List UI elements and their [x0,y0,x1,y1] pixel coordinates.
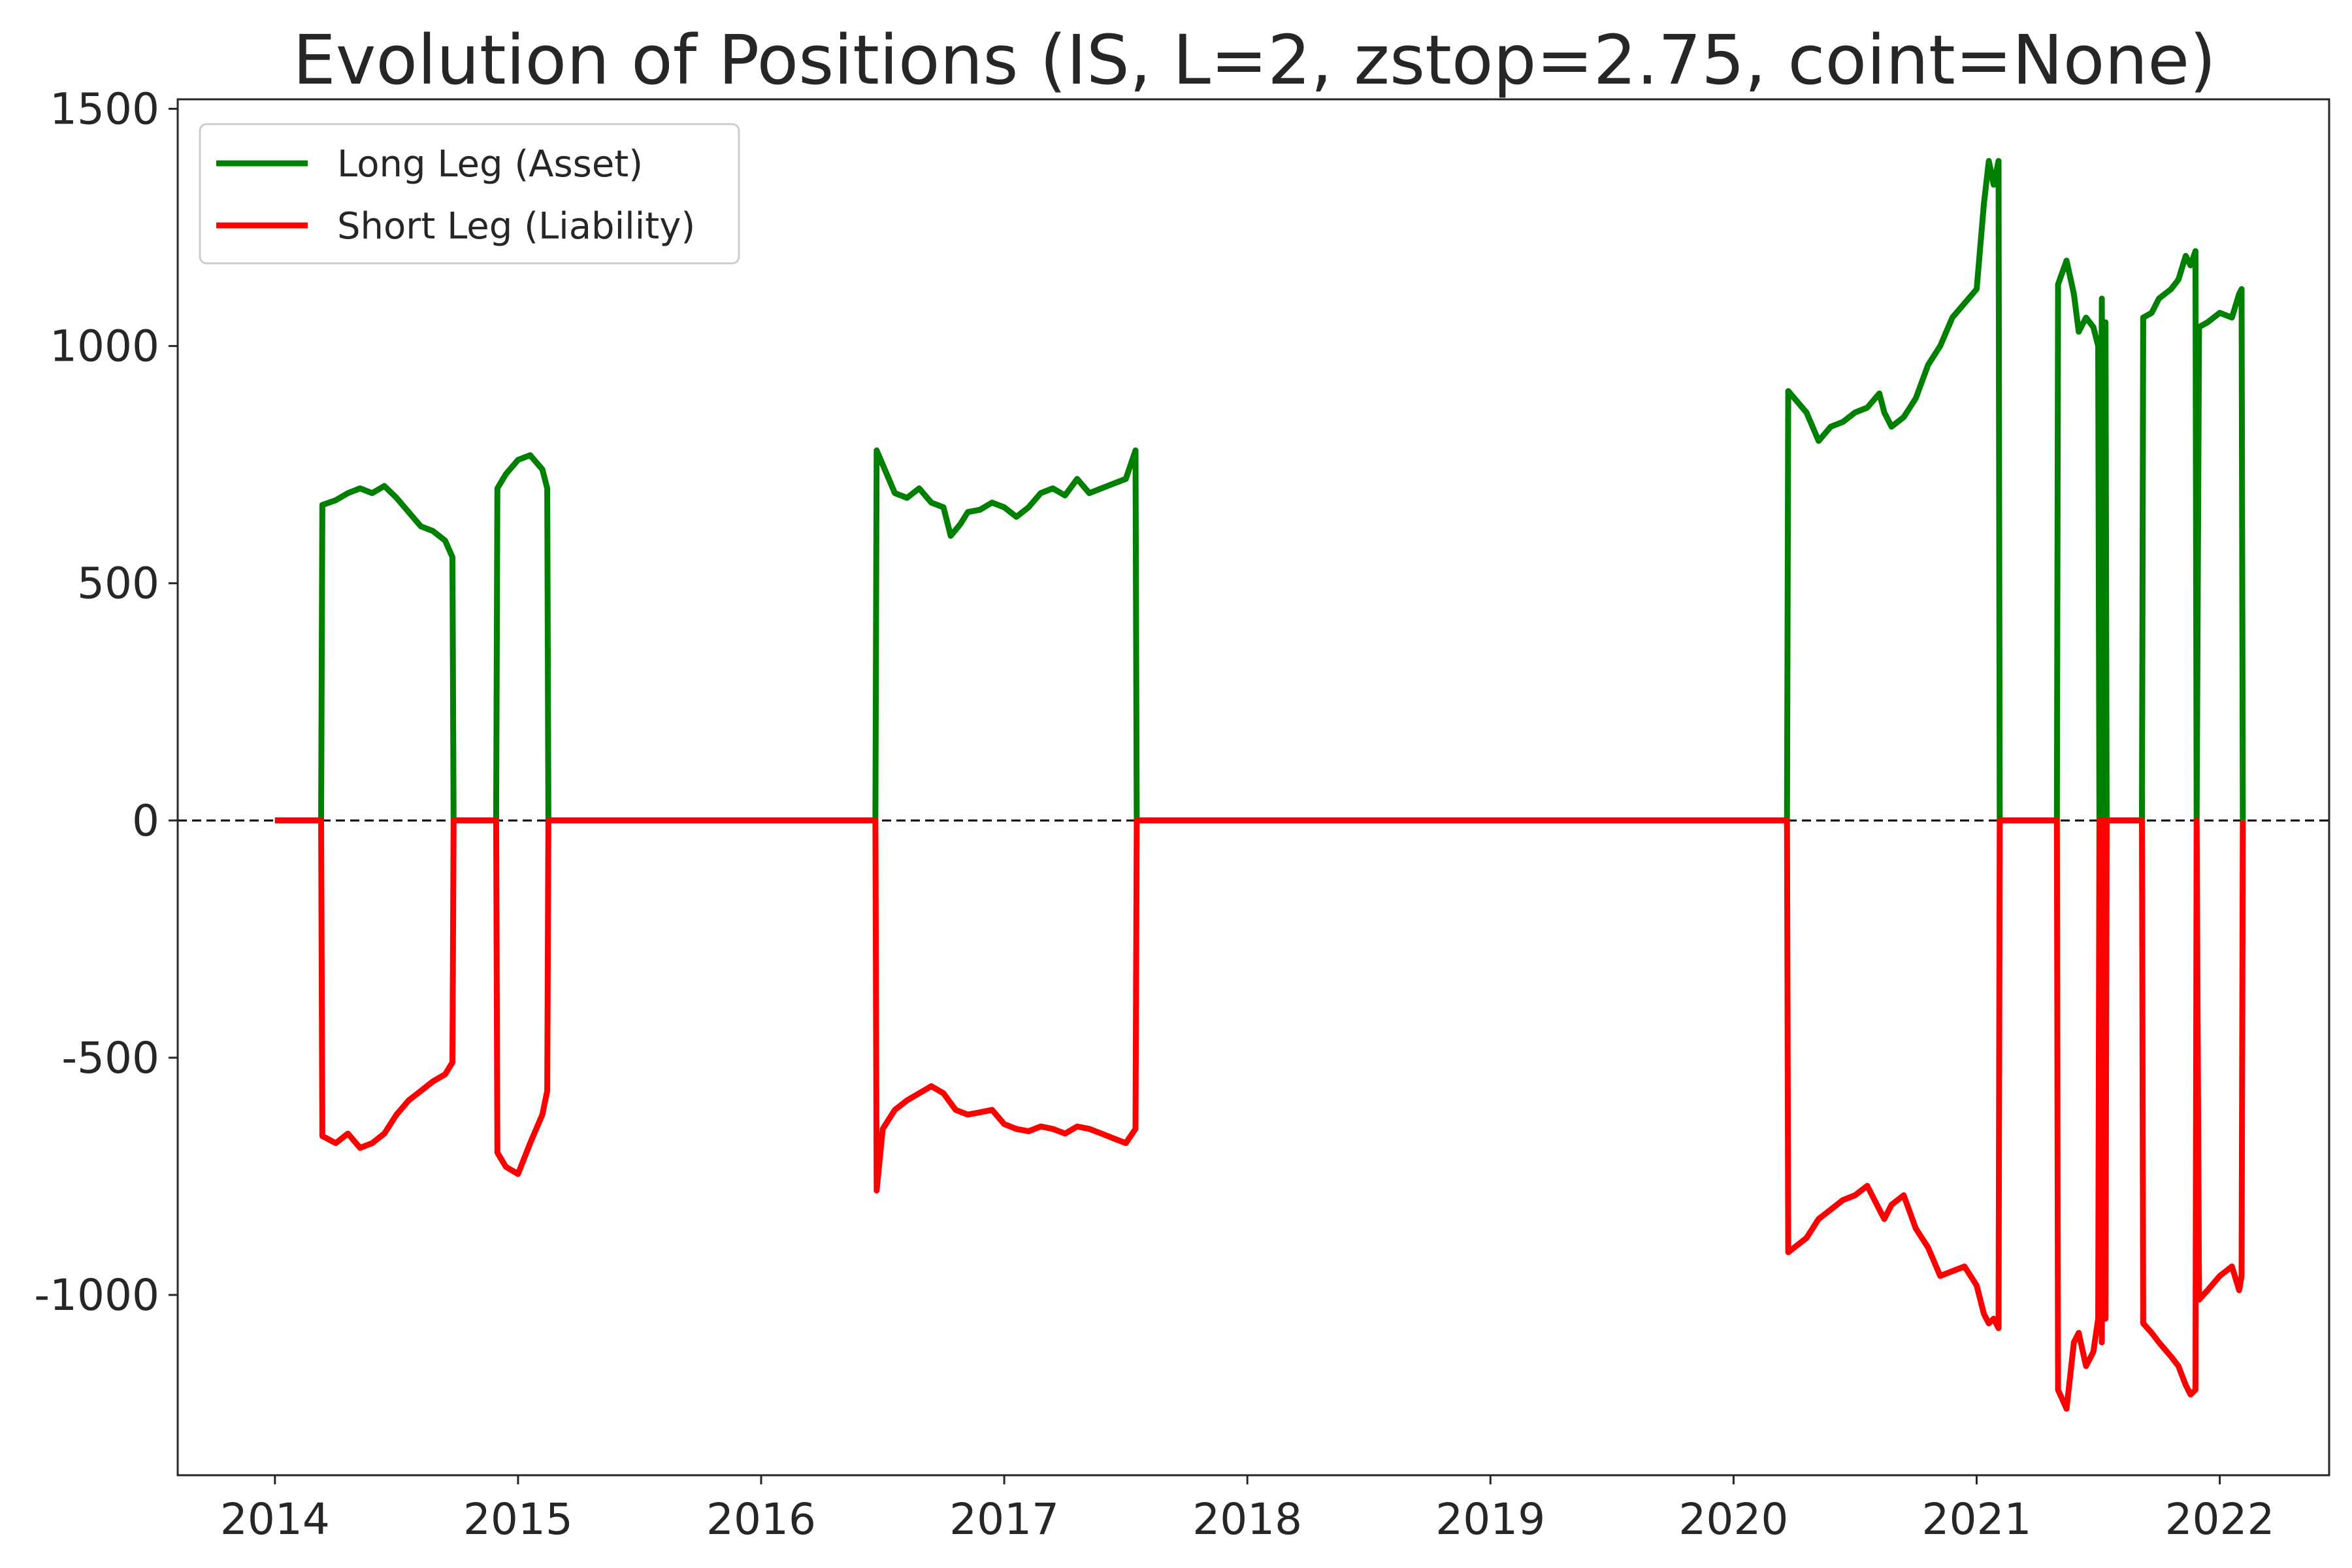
y-tick-label: 500 [77,559,159,609]
x-tick-label: 2020 [1678,1494,1788,1544]
x-tick-label: 2021 [1921,1494,2031,1544]
x-axis-ticks: 2014 2015 2016 2017 2018 2019 2020 2021 2022 [220,1475,2275,1544]
x-tick-label: 2019 [1435,1494,1545,1544]
x-tick-label: 2018 [1192,1494,1302,1544]
y-axis-ticks: 1500 1000 500 0 -500 -1000 [34,84,178,1320]
x-tick-label: 2016 [706,1494,816,1544]
y-tick-label: 1000 [50,321,159,372]
chart-title: Evolution of Positions (IS, L=2, zstop=2… [293,20,2216,100]
y-tick-label: 0 [132,796,159,846]
x-tick-label: 2015 [463,1494,573,1544]
series-layer [274,157,2246,1412]
series-line-short-leg [274,817,2246,1412]
y-tick-label: -500 [61,1033,159,1083]
y-tick-label: 1500 [50,84,159,135]
legend-box [199,123,740,265]
x-tick-label: 2022 [2165,1494,2275,1544]
legend-label-long-leg: Long Leg (Asset) [337,143,643,186]
legend-label-short-leg: Short Leg (Liability) [337,205,695,248]
x-tick-label: 2017 [949,1494,1059,1544]
y-tick-label: -1000 [34,1270,159,1320]
plot-area-frame [176,98,2330,1477]
x-tick-label: 2014 [220,1494,330,1544]
legend: Long Leg (Asset) Short Leg (Liability) [199,123,740,265]
